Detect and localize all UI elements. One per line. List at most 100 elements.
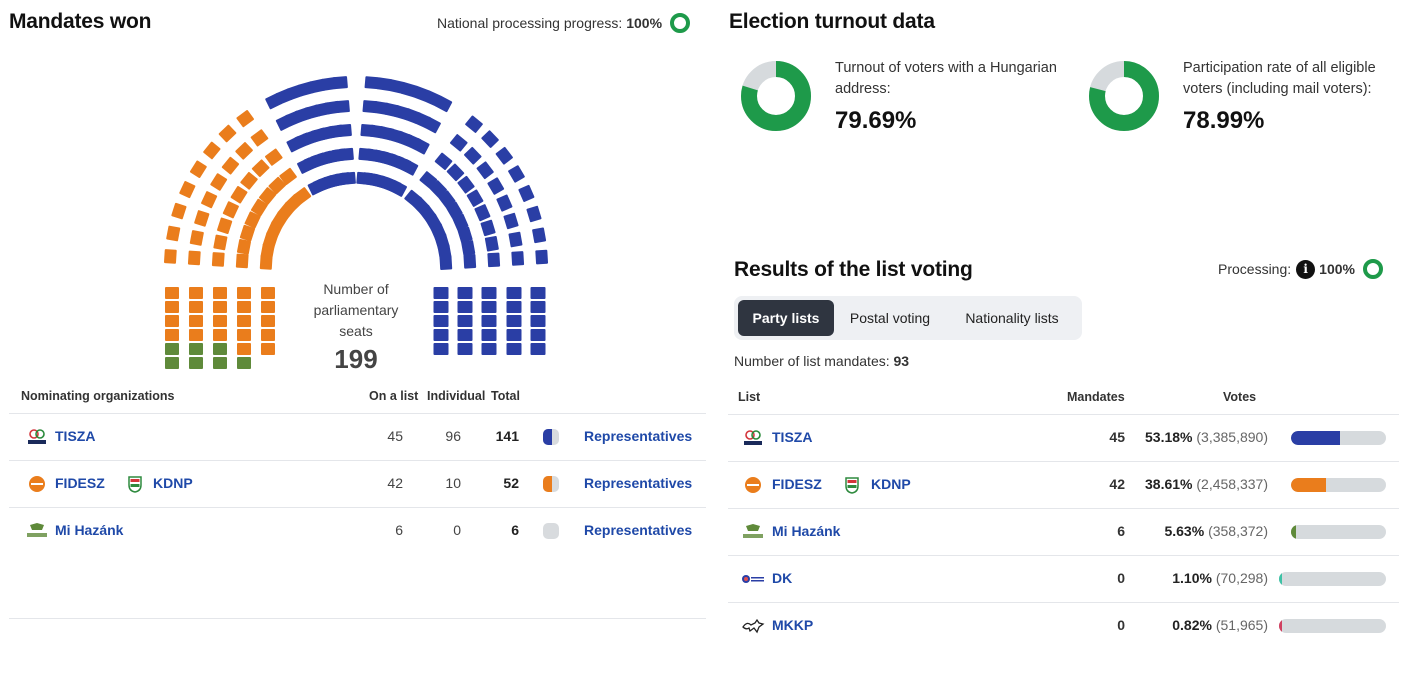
party-link-kdnp[interactable]: KDNP bbox=[153, 475, 193, 491]
info-icon[interactable]: i bbox=[1296, 259, 1316, 279]
list-type-tabs: Party lists Postal voting Nationality li… bbox=[734, 296, 1082, 340]
seat bbox=[508, 165, 525, 183]
seat bbox=[165, 301, 179, 313]
dk-logo bbox=[741, 570, 765, 588]
vote-percent: 38.61% bbox=[1145, 476, 1193, 492]
seat bbox=[264, 148, 283, 166]
seat bbox=[261, 315, 275, 327]
vote-percent: 53.18% bbox=[1145, 429, 1193, 445]
party-link-mi-hazánk[interactable]: Mi Hazánk bbox=[772, 523, 841, 539]
party-link-mkkp[interactable]: MKKP bbox=[772, 617, 814, 633]
seat bbox=[189, 343, 203, 355]
seat bbox=[433, 287, 449, 299]
vote-count: (3,385,890) bbox=[1196, 429, 1268, 445]
vote-share-fill bbox=[1279, 619, 1282, 633]
seat bbox=[457, 301, 473, 313]
seat bbox=[251, 159, 270, 177]
seat bbox=[293, 187, 312, 205]
seat bbox=[235, 142, 253, 160]
tab-postal-voting[interactable]: Postal voting bbox=[849, 310, 931, 326]
turnout-value-hungarian: 79.69% bbox=[835, 107, 917, 134]
tab-party-lists[interactable]: Party lists bbox=[738, 300, 834, 336]
total-count: 52 bbox=[503, 475, 519, 491]
seat bbox=[237, 315, 251, 327]
representatives-link[interactable]: Representatives bbox=[584, 475, 693, 491]
seat bbox=[433, 301, 449, 313]
seat bbox=[439, 255, 453, 270]
vote-count: (2,458,337) bbox=[1196, 476, 1268, 492]
kdnp-logo bbox=[123, 475, 147, 493]
vote-share-fill bbox=[1291, 431, 1340, 445]
seat bbox=[532, 227, 547, 244]
list-mandates-count: Number of list mandates: 93 bbox=[734, 353, 909, 369]
col-header-list: List bbox=[738, 390, 761, 404]
seat bbox=[452, 213, 469, 231]
party-link-tisza[interactable]: TISZA bbox=[55, 428, 96, 444]
list-mandates-count: 42 bbox=[1109, 476, 1125, 492]
seat bbox=[230, 186, 248, 204]
party-link-kdnp[interactable]: KDNP bbox=[871, 476, 911, 492]
seat bbox=[213, 301, 227, 313]
vote-share-bar bbox=[1291, 478, 1386, 492]
progress-complete-icon bbox=[670, 13, 691, 33]
seat bbox=[530, 329, 546, 341]
seat bbox=[487, 252, 501, 268]
seat bbox=[481, 343, 497, 355]
seat bbox=[449, 134, 468, 152]
seat bbox=[258, 187, 277, 205]
seat bbox=[171, 202, 187, 220]
parliament-seat-chart bbox=[163, 76, 549, 369]
seat bbox=[480, 219, 496, 237]
seat bbox=[250, 129, 269, 147]
tab-nationality-lists[interactable]: Nationality lists bbox=[965, 310, 1059, 326]
party-link-dk[interactable]: DK bbox=[772, 570, 793, 586]
seat bbox=[194, 210, 210, 227]
seat bbox=[508, 231, 523, 248]
party-link-fidesz[interactable]: FIDESZ bbox=[55, 475, 105, 491]
turnout-label-all: Participation rate of all eligible voter… bbox=[1183, 60, 1376, 97]
seat bbox=[250, 198, 268, 217]
seat bbox=[261, 343, 275, 355]
representatives-link[interactable]: Representatives bbox=[584, 522, 693, 538]
seat bbox=[341, 171, 356, 185]
vote-share-fill bbox=[1291, 525, 1296, 539]
seat bbox=[503, 212, 519, 230]
mandates-title: Mandates won bbox=[9, 10, 152, 33]
seat bbox=[530, 315, 546, 327]
seat bbox=[261, 301, 275, 313]
seat bbox=[189, 357, 203, 369]
col-header-mandates: Mandates bbox=[1067, 390, 1125, 404]
party-link-fidesz[interactable]: FIDESZ bbox=[772, 476, 822, 492]
kdnp-logo bbox=[840, 476, 864, 494]
seat bbox=[165, 315, 179, 327]
seat bbox=[423, 116, 441, 134]
seat bbox=[309, 78, 326, 94]
seat bbox=[279, 167, 297, 186]
list-mandates-value: 93 bbox=[893, 353, 910, 369]
mihazank-logo bbox=[25, 522, 49, 540]
seat bbox=[261, 329, 275, 341]
divider bbox=[9, 460, 706, 461]
seat bbox=[412, 137, 430, 155]
seat bbox=[235, 253, 249, 269]
seat bbox=[222, 201, 239, 219]
seat-chart-center-label: Number of parliamentary seats bbox=[313, 281, 399, 339]
mkkp-logo bbox=[741, 617, 765, 635]
seat bbox=[163, 249, 177, 264]
seat bbox=[268, 176, 287, 195]
seat bbox=[165, 343, 179, 355]
seat bbox=[400, 159, 419, 176]
seat bbox=[530, 301, 546, 313]
processing-label: Processing: bbox=[1218, 261, 1292, 277]
seat bbox=[433, 315, 449, 327]
seat bbox=[335, 100, 350, 114]
divider bbox=[9, 618, 706, 619]
vote-share-bar bbox=[1279, 619, 1386, 633]
mihazank-logo bbox=[741, 523, 765, 541]
vote-share-bar bbox=[1291, 525, 1386, 539]
party-link-tisza[interactable]: TISZA bbox=[772, 429, 813, 445]
seat bbox=[464, 146, 482, 165]
seat bbox=[434, 152, 453, 170]
representatives-link[interactable]: Representatives bbox=[584, 428, 693, 444]
party-link-mi-hazánk[interactable]: Mi Hazánk bbox=[55, 522, 124, 538]
